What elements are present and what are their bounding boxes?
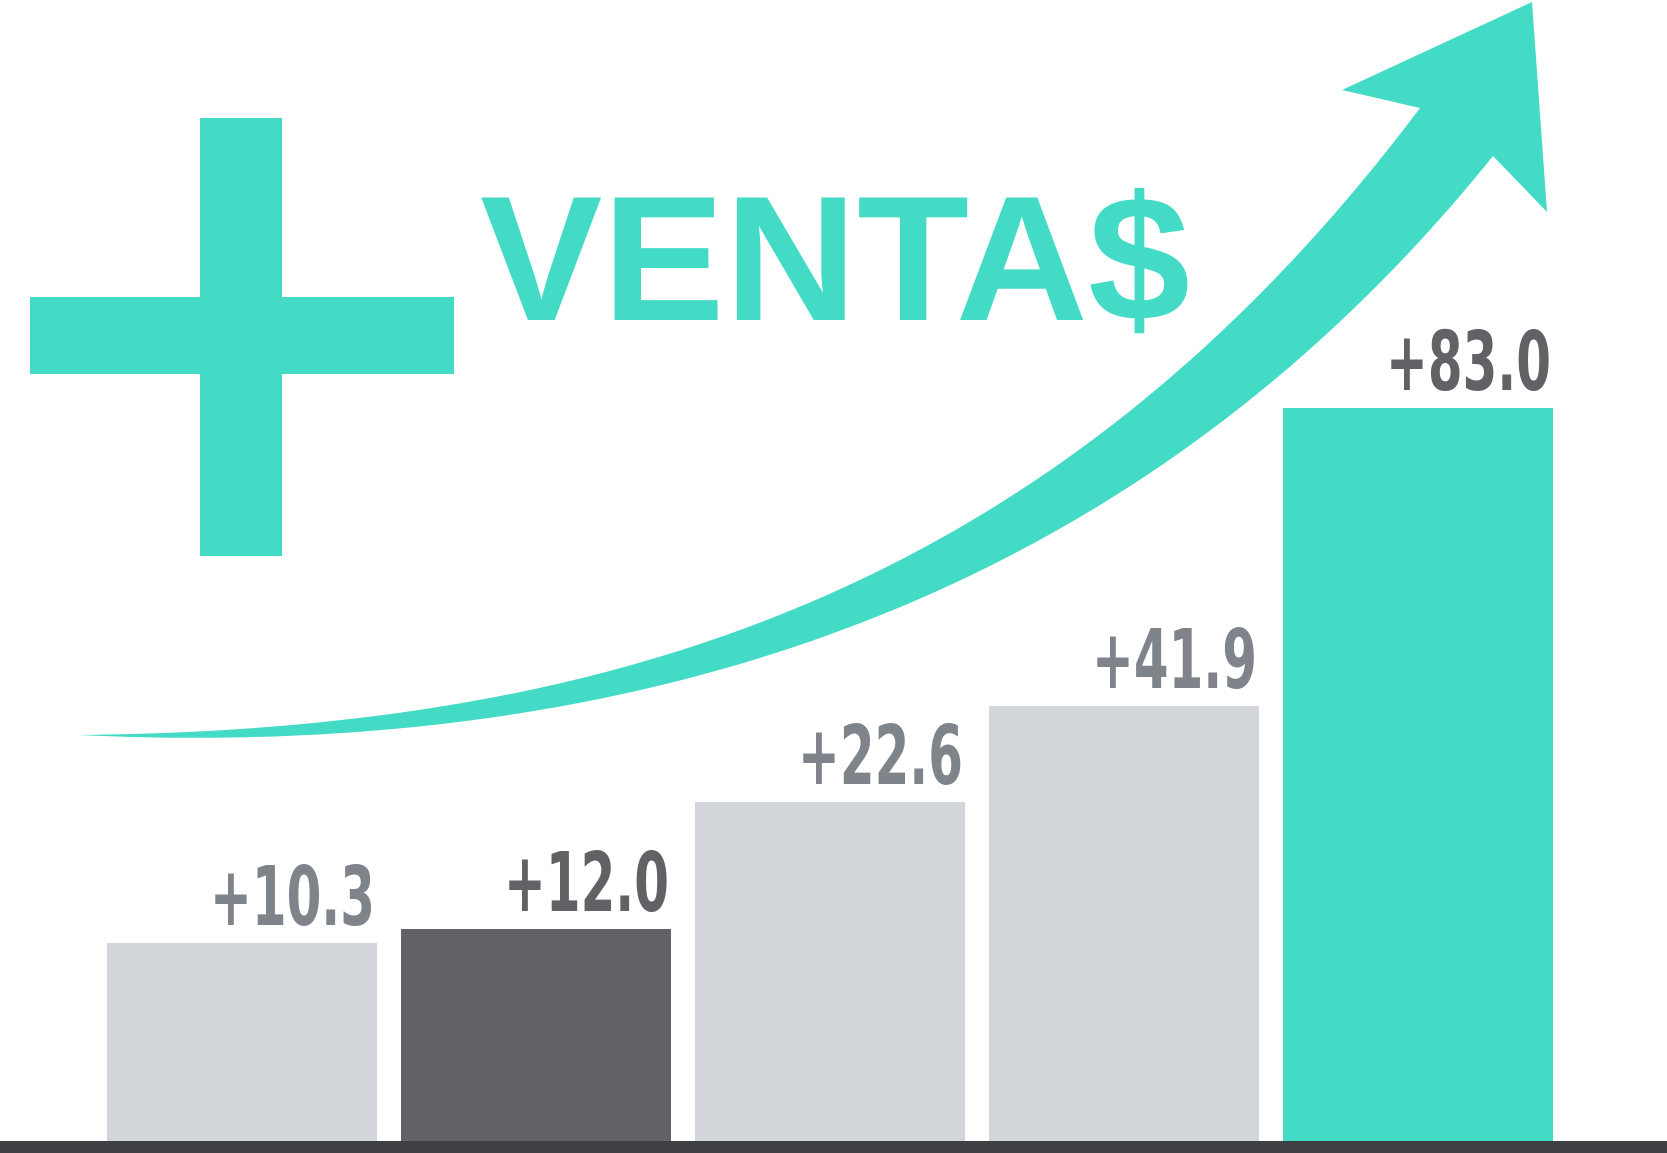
trend-up-arrow-icon xyxy=(78,2,1547,738)
data-label-4: +41.9 xyxy=(1092,613,1257,708)
bar-3 xyxy=(695,802,965,1141)
chart-title: VENTA$ xyxy=(480,159,1190,358)
plus-icon xyxy=(30,118,454,556)
bar-5 xyxy=(1283,408,1553,1141)
data-label-3: +22.6 xyxy=(798,709,963,804)
bar-4 xyxy=(989,706,1259,1141)
data-label-1: +10.3 xyxy=(210,850,375,945)
value-labels: +10.3 +12.0 +22.6 +41.9 +83.0 xyxy=(210,315,1551,945)
bar-1 xyxy=(107,943,377,1141)
data-label-2: +12.0 xyxy=(504,836,669,931)
data-label-5: +83.0 xyxy=(1386,315,1551,410)
baseline xyxy=(0,1141,1667,1153)
bar-series xyxy=(107,408,1553,1141)
bar-2 xyxy=(401,929,671,1141)
